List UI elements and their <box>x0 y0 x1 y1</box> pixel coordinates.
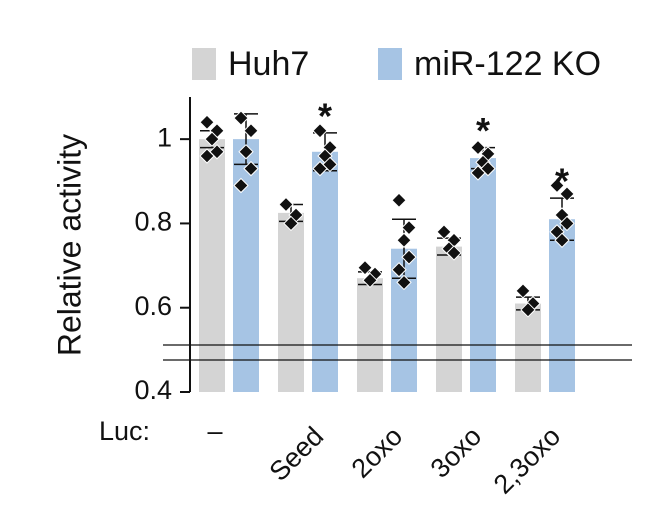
data-point <box>446 245 462 261</box>
y-tick-label: 0.8 <box>134 207 172 237</box>
bar <box>357 278 383 392</box>
y-tick-label: 0.6 <box>134 291 172 321</box>
data-point <box>396 274 412 291</box>
data-point <box>238 144 254 160</box>
data-point <box>480 160 496 177</box>
y-tick-label: 0.4 <box>134 375 172 405</box>
x-axis-label: Luc: <box>99 416 150 446</box>
data-point <box>391 192 407 208</box>
data-point <box>470 139 486 156</box>
data-point <box>559 215 575 232</box>
data-point <box>283 215 299 232</box>
data-point <box>243 123 259 139</box>
bar <box>278 212 304 392</box>
data-point <box>391 262 407 278</box>
data-point <box>559 186 575 202</box>
bar <box>549 219 575 392</box>
x-tick-label: 2,3oxo <box>488 421 567 500</box>
bar <box>312 151 338 392</box>
data-point <box>362 272 378 289</box>
significance: * <box>318 95 332 136</box>
x-tick-label: 3oxo <box>425 421 488 484</box>
data-point <box>520 302 536 318</box>
data-point <box>401 249 417 265</box>
data-point <box>312 123 328 139</box>
data-point <box>401 219 417 236</box>
data-point <box>233 177 249 194</box>
y-axis-label: Relative activity <box>51 134 87 356</box>
bar <box>233 139 259 392</box>
legend-label: Huh7 <box>228 45 309 83</box>
legend-swatch <box>192 48 216 80</box>
data-point <box>470 165 486 181</box>
data-point <box>233 110 249 126</box>
significance: * <box>555 161 569 202</box>
data-point <box>243 160 259 177</box>
x-tick-label: 2oxo <box>346 421 409 484</box>
data-point <box>199 148 215 164</box>
x-tick-label: – <box>207 416 222 446</box>
data-point <box>278 196 294 213</box>
data-point <box>357 259 373 276</box>
significance: * <box>476 110 490 151</box>
data-point <box>322 156 338 173</box>
bar <box>470 158 496 392</box>
data-point <box>554 232 570 248</box>
bar <box>515 303 541 392</box>
legend-label: miR-122 KO <box>414 45 601 83</box>
data-point <box>199 114 215 130</box>
data-point <box>549 177 565 194</box>
bar <box>199 139 225 392</box>
legend-swatch <box>378 48 402 80</box>
data-point <box>209 144 225 160</box>
data-point <box>312 160 328 177</box>
y-tick-label: 1 <box>157 122 172 152</box>
data-point <box>204 131 220 147</box>
bar <box>436 246 462 392</box>
data-point <box>515 283 531 299</box>
data-point <box>436 224 452 240</box>
x-tick-label: Seed <box>263 421 329 487</box>
data-point <box>396 232 412 248</box>
